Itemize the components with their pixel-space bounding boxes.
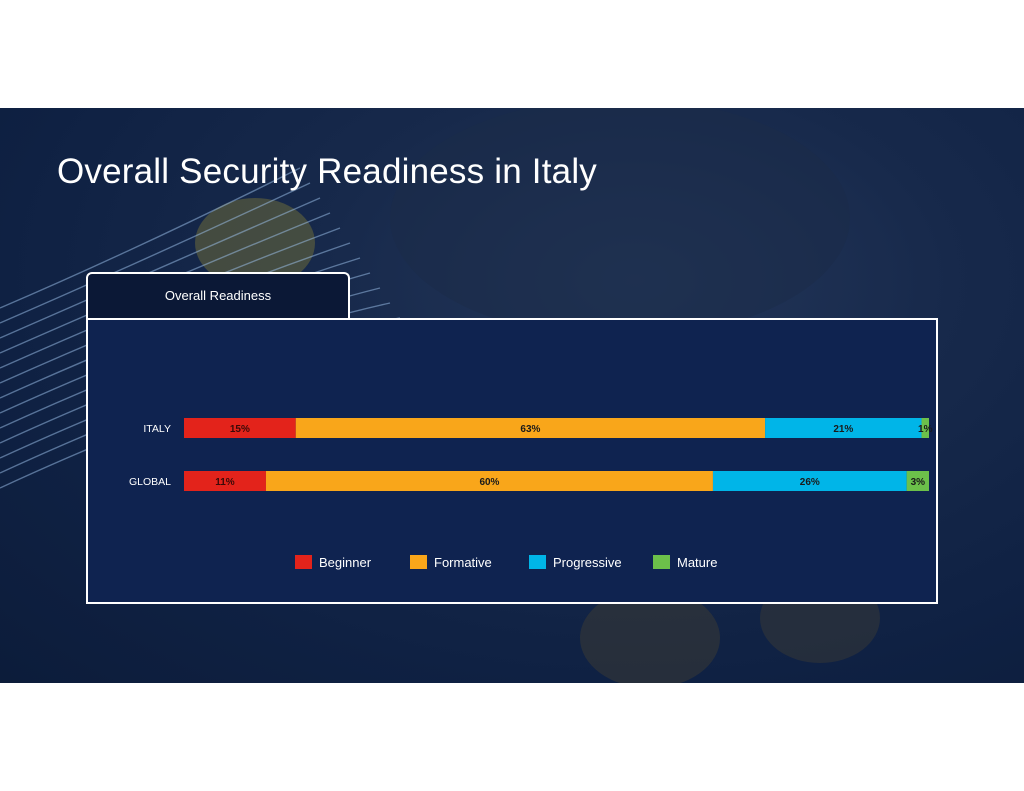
bg-shape-hair (390, 108, 850, 338)
legend-swatch-mature (653, 555, 670, 569)
slide: Overall Security Readiness in Italy Over… (0, 108, 1024, 683)
data-label-italy-mature: 1% (918, 424, 933, 435)
slide-title: Overall Security Readiness in Italy (57, 152, 597, 191)
legend-label-formative: Formative (434, 555, 492, 570)
legend-swatch-formative (410, 555, 427, 569)
bar-segment-italy-formative (295, 418, 766, 438)
legend-label-mature: Mature (677, 555, 717, 570)
data-label-global-progressive: 26% (800, 477, 820, 488)
bar-segment-italy-beginner (184, 418, 296, 438)
legend-label-beginner: Beginner (319, 555, 372, 570)
data-label-italy-progressive: 21% (833, 424, 853, 435)
legend-swatch-progressive (529, 555, 546, 569)
data-label-global-mature: 3% (911, 477, 926, 488)
bar-segment-italy-progressive (765, 418, 922, 438)
bar-segment-global-beginner (184, 471, 266, 491)
data-label-global-formative: 60% (479, 477, 499, 488)
category-label-italy: ITALY (143, 423, 171, 435)
data-label-italy-formative: 63% (520, 424, 540, 435)
panel-tab-overall-readiness: Overall Readiness (86, 272, 350, 318)
bar-segment-global-formative (265, 471, 713, 491)
category-label-global: GLOBAL (129, 476, 171, 488)
legend-swatch-beginner (295, 555, 312, 569)
bg-shape-headphone-left (580, 588, 720, 683)
legend-label-progressive: Progressive (553, 555, 622, 570)
data-label-global-beginner: 11% (215, 477, 235, 488)
bar-segment-italy-mature (921, 418, 929, 438)
bar-segment-global-progressive (712, 471, 907, 491)
data-label-italy-beginner: 15% (230, 424, 250, 435)
stacked-bar-chart: ITALY 15% 63% 21% 1% GLOBAL 11% 60% 26% 3% Beginne… (129, 418, 933, 570)
bar-segment-global-mature (906, 471, 929, 491)
chart-panel: ITALY 15% 63% 21% 1% GLOBAL 11% 60% 26% 3% Beginne… (86, 318, 938, 604)
